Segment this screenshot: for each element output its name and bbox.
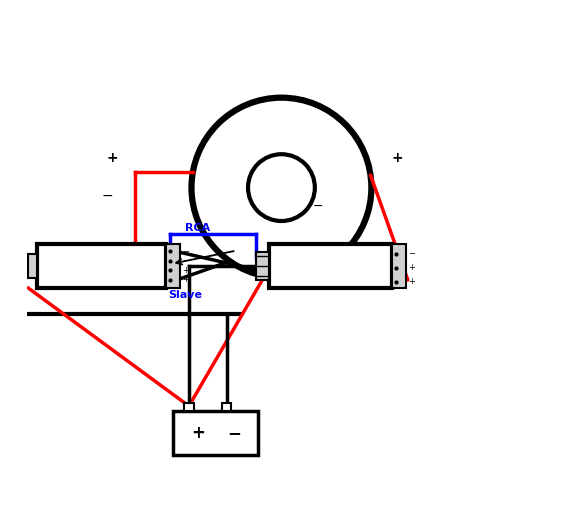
- Text: +: +: [182, 266, 189, 275]
- Text: −: −: [182, 256, 189, 265]
- Text: −: −: [102, 189, 113, 203]
- Text: −: −: [227, 424, 241, 442]
- Bar: [166, 244, 180, 288]
- Bar: [269, 244, 392, 288]
- Text: +: +: [182, 276, 189, 284]
- Bar: [222, 403, 231, 411]
- Text: +: +: [191, 424, 205, 442]
- Text: +: +: [107, 151, 118, 164]
- Text: −: −: [182, 247, 189, 255]
- Bar: [173, 411, 258, 455]
- Text: RCA: RCA: [185, 223, 211, 233]
- Bar: [37, 244, 166, 288]
- Bar: [28, 254, 37, 278]
- Bar: [184, 403, 194, 411]
- Bar: [392, 244, 406, 288]
- Text: Slave: Slave: [169, 290, 203, 300]
- Text: +: +: [408, 263, 415, 272]
- Text: +: +: [408, 277, 415, 286]
- Text: −: −: [313, 200, 323, 213]
- Text: −: −: [408, 249, 415, 258]
- Bar: [256, 252, 269, 280]
- Text: +: +: [391, 151, 403, 165]
